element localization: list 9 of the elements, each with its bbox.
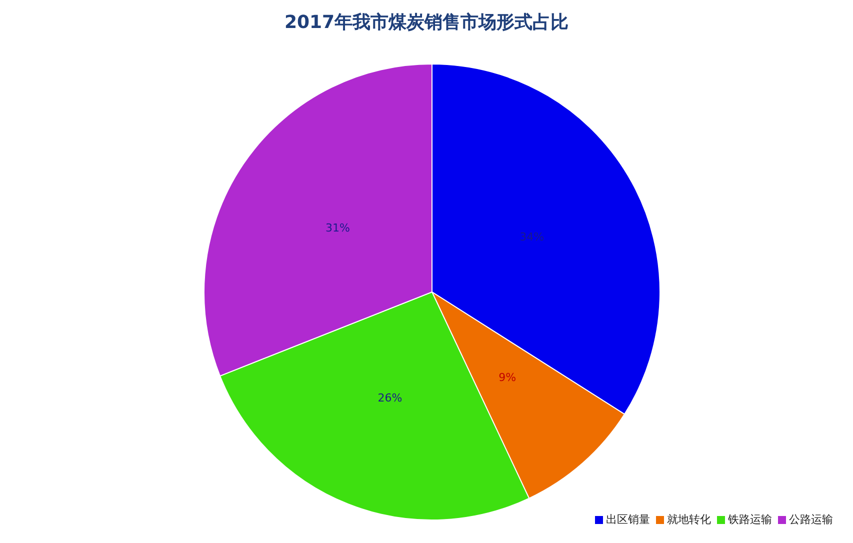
legend-label: 公路运输 <box>789 512 833 527</box>
data-label: 34% <box>520 230 544 244</box>
legend-label: 出区销量 <box>606 512 650 527</box>
data-label: 31% <box>325 221 350 234</box>
legend-label: 就地转化 <box>667 512 711 527</box>
chart-title: 2017年我市煤炭销售市场形式占比 <box>283 11 570 35</box>
data-label: 26% <box>378 391 402 404</box>
data-label: 9% <box>498 371 516 384</box>
legend-label: 铁路运输 <box>728 512 772 527</box>
